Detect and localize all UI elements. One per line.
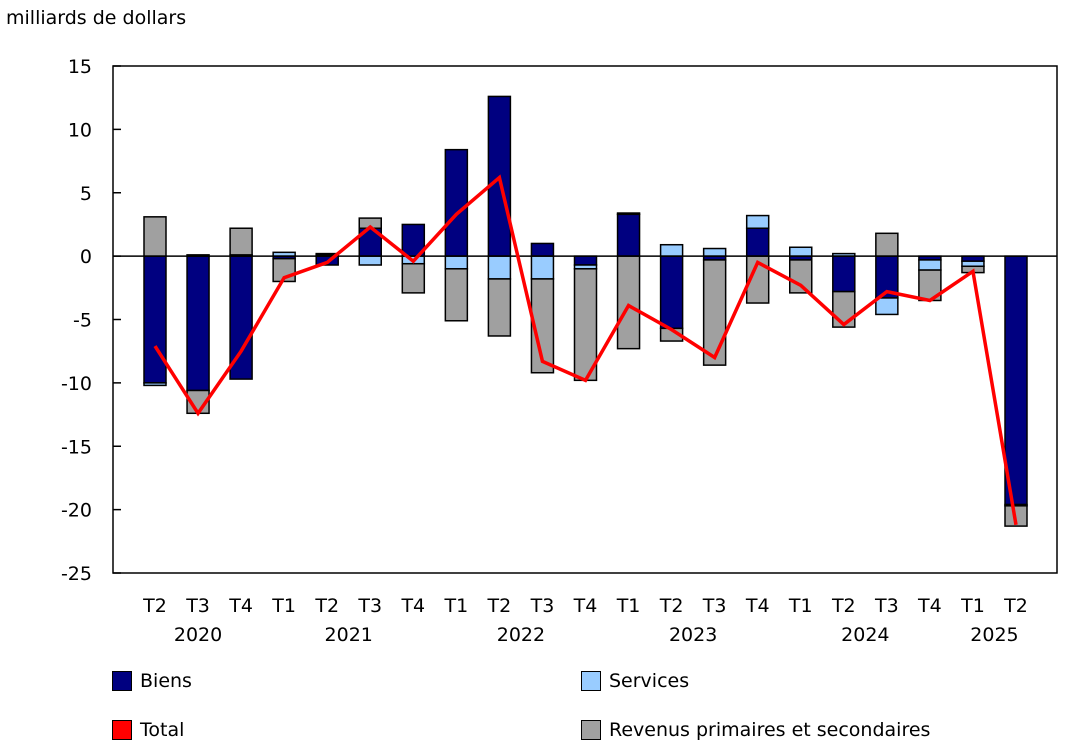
x-tick-label: T2 bbox=[142, 595, 167, 617]
x-tick-label: T3 bbox=[874, 595, 899, 617]
bar-services bbox=[358, 255, 382, 266]
bar-biens bbox=[143, 255, 167, 384]
y-tick-label: 15 bbox=[68, 56, 92, 78]
bar-services bbox=[961, 260, 985, 268]
legend-item-total: Total bbox=[112, 719, 184, 741]
bar-revenus bbox=[444, 268, 469, 322]
x-tick-label: T1 bbox=[788, 595, 813, 617]
bar-services bbox=[702, 247, 727, 257]
x-year-label: 2024 bbox=[841, 624, 889, 646]
legend-item-services: Services bbox=[581, 670, 689, 692]
bar-services bbox=[875, 297, 899, 316]
bar-biens bbox=[616, 213, 641, 257]
bar-revenus bbox=[530, 278, 555, 374]
y-tick-label: 0 bbox=[80, 246, 92, 268]
x-tick-label: T4 bbox=[228, 595, 253, 617]
legend-swatch-total bbox=[112, 720, 132, 740]
y-tick-label: -15 bbox=[61, 436, 92, 458]
legend-swatch-revenus bbox=[581, 720, 601, 740]
x-year-label: 2021 bbox=[325, 624, 373, 646]
bar-biens bbox=[659, 255, 684, 330]
bar-services bbox=[487, 255, 512, 280]
bar-biens bbox=[444, 148, 469, 257]
x-tick-label: T3 bbox=[357, 595, 382, 617]
y-axis-label: milliards de dollars bbox=[6, 7, 186, 29]
y-tick-label: -25 bbox=[61, 563, 92, 585]
y-tick-label: 5 bbox=[80, 183, 92, 205]
x-year-label: 2023 bbox=[669, 624, 717, 646]
x-tick-label: T2 bbox=[831, 595, 856, 617]
legend-item-revenus: Revenus primaires et secondaires bbox=[581, 719, 930, 741]
legend-label: Total bbox=[140, 719, 185, 741]
bar-revenus bbox=[229, 227, 253, 256]
x-tick-label: T4 bbox=[573, 595, 598, 617]
x-tick-label: T1 bbox=[443, 595, 468, 617]
bar-revenus bbox=[789, 259, 813, 294]
x-tick-label: T4 bbox=[400, 595, 425, 617]
x-tick-label: T4 bbox=[745, 595, 770, 617]
x-labels-layer: T2 T3 T4 T1 T2 T3 T4 T1 T2 T3 T4 T1 T2 T3 T4 T1 T2 T3 T4 T1… bbox=[142, 595, 1028, 646]
bar-biens bbox=[1004, 255, 1028, 506]
x-year-label: 2022 bbox=[497, 624, 545, 646]
x-tick-label: T2 bbox=[659, 595, 684, 617]
x-tick-label: T3 bbox=[530, 595, 555, 617]
bar-revenus bbox=[401, 262, 426, 294]
bar-services bbox=[616, 212, 641, 216]
bar-revenus bbox=[616, 255, 641, 350]
bar-biens bbox=[961, 255, 985, 262]
bar-biens bbox=[832, 255, 856, 293]
bar-revenus bbox=[487, 278, 512, 337]
x-tick-label: T2 bbox=[487, 595, 512, 617]
x-tick-label: T1 bbox=[271, 595, 296, 617]
bar-revenus bbox=[875, 232, 899, 257]
y-tick-label: -10 bbox=[61, 373, 92, 395]
y-tick-label: -5 bbox=[73, 310, 92, 332]
x-tick-label: T2 bbox=[1003, 595, 1028, 617]
legend-label: Revenus primaires et secondaires bbox=[609, 719, 931, 741]
bars-layer bbox=[143, 95, 1028, 527]
x-tick-label: T1 bbox=[616, 595, 641, 617]
bar-services bbox=[659, 243, 684, 257]
bar-services bbox=[789, 246, 813, 257]
x-year-label: 2025 bbox=[970, 624, 1018, 646]
x-tick-label: T3 bbox=[702, 595, 727, 617]
x-year-label: 2020 bbox=[174, 624, 222, 646]
bar-revenus bbox=[143, 216, 167, 257]
legend-label: Services bbox=[609, 670, 690, 692]
y-tick-label: -20 bbox=[61, 500, 92, 522]
total-line-layer bbox=[153, 174, 1018, 526]
bar-services bbox=[143, 382, 167, 387]
y-tick-label: 10 bbox=[68, 119, 92, 141]
bar-biens bbox=[573, 255, 598, 266]
bar-services bbox=[444, 255, 469, 270]
x-tick-label: T2 bbox=[314, 595, 339, 617]
legend-label: Biens bbox=[140, 670, 192, 692]
bar-services bbox=[745, 214, 770, 229]
legend-swatch-services bbox=[581, 671, 601, 691]
bar-biens bbox=[745, 227, 770, 257]
x-tick-label: T3 bbox=[185, 595, 210, 617]
bar-services bbox=[530, 255, 555, 280]
bar-biens bbox=[186, 255, 210, 392]
bar-revenus bbox=[832, 290, 856, 328]
x-tick-label: T4 bbox=[917, 595, 942, 617]
axes-layer: 15 10 5 0 -5 -10 -15 -20 -25 bbox=[61, 56, 1058, 585]
bar-services bbox=[918, 259, 942, 271]
legend-swatch-biens bbox=[112, 671, 132, 691]
bar-revenus bbox=[702, 259, 727, 366]
x-tick-label: T1 bbox=[960, 595, 985, 617]
legend-item-biens: Biens bbox=[112, 670, 192, 692]
bar-biens bbox=[530, 242, 555, 257]
